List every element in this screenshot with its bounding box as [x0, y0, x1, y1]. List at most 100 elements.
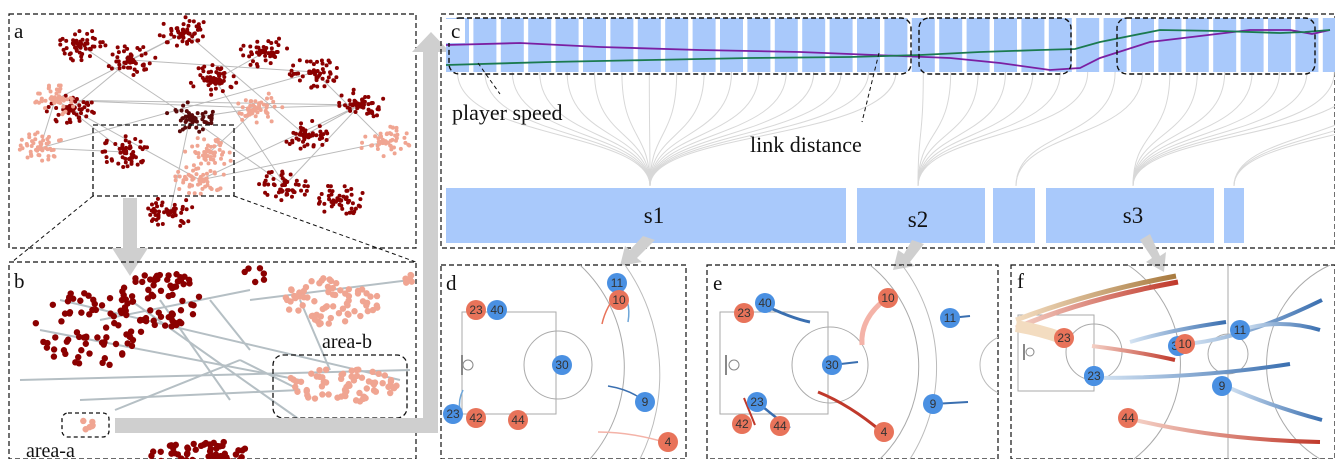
- graph-node: [358, 286, 366, 293]
- graph-node: [257, 52, 262, 57]
- graph-node: [210, 63, 215, 68]
- graph-node: [165, 111, 170, 116]
- graph-node: [202, 439, 210, 447]
- graph-node: [304, 294, 311, 301]
- graph-node: [186, 23, 191, 28]
- frame-link: [484, 71, 651, 187]
- timeline-frame: [1185, 18, 1209, 72]
- frame-link: [917, 71, 924, 187]
- graph-node: [61, 104, 66, 109]
- graph-node: [221, 450, 228, 457]
- graph-node: [179, 297, 186, 305]
- zoom-connector-left: [11, 195, 94, 263]
- graph-node: [195, 136, 200, 141]
- graph-node: [43, 98, 48, 103]
- player-speed-line: [445, 29, 1331, 71]
- graph-node: [165, 292, 172, 300]
- graph-node: [251, 278, 259, 286]
- graph-node: [329, 284, 336, 292]
- timeline-frame: [829, 18, 853, 72]
- graph-node: [123, 156, 128, 161]
- graph-node: [106, 64, 111, 69]
- graph-node: [67, 52, 72, 57]
- graph-node: [195, 143, 200, 148]
- graph-node: [213, 160, 218, 165]
- graph-node: [180, 39, 185, 44]
- graph-node: [324, 137, 329, 142]
- area-b-label: area-b: [322, 331, 372, 353]
- graph-node: [213, 81, 218, 86]
- frame-link: [1015, 71, 1143, 187]
- graph-node: [212, 170, 217, 175]
- panel-c-frame: [440, 13, 1335, 249]
- graph-node: [77, 50, 82, 55]
- graph-node: [38, 145, 43, 150]
- player-number: 9: [642, 395, 649, 409]
- graph-node: [209, 116, 214, 121]
- graph-node: [370, 111, 375, 116]
- frame-link: [1132, 71, 1171, 187]
- graph-node: [360, 97, 365, 102]
- graph-node: [58, 138, 63, 143]
- graph-node: [54, 105, 59, 110]
- graph-node: [302, 184, 307, 189]
- graph-node: [292, 294, 299, 302]
- frame-link: [1132, 71, 1335, 187]
- graph-node: [269, 96, 274, 101]
- graph-node: [52, 154, 57, 159]
- graph-node: [64, 38, 69, 43]
- graph-node: [322, 366, 330, 373]
- frame-link: [649, 71, 897, 187]
- graph-node: [181, 103, 186, 108]
- graph-node: [373, 292, 381, 300]
- graph-node: [178, 319, 185, 327]
- frame-link: [566, 71, 651, 187]
- graph-node: [200, 75, 205, 80]
- graph-node: [359, 395, 367, 403]
- graph-node: [213, 445, 220, 452]
- graph-node: [325, 131, 330, 136]
- graph-node: [358, 197, 363, 202]
- timeline-frame: [528, 18, 552, 72]
- graph-node: [269, 40, 274, 45]
- area-a-label: area-a: [26, 440, 75, 459]
- graph-node: [35, 148, 40, 153]
- graph-node: [40, 158, 45, 163]
- graph-node: [196, 66, 201, 71]
- graph-node: [263, 53, 268, 58]
- graph-node: [303, 386, 310, 394]
- graph-node: [337, 100, 342, 105]
- graph-node: [311, 83, 316, 88]
- graph-node: [184, 198, 189, 203]
- graph-node: [82, 426, 89, 433]
- timeline-frame: [1240, 18, 1264, 72]
- graph-node: [374, 113, 379, 118]
- graph-node: [132, 67, 137, 72]
- graph-node: [363, 302, 370, 309]
- player-number: 9: [1219, 379, 1226, 393]
- graph-node: [248, 62, 253, 67]
- graph-node: [104, 140, 109, 145]
- graph-node: [243, 98, 248, 103]
- graph-node: [208, 168, 213, 173]
- graph-node: [89, 100, 94, 105]
- graph-node: [126, 157, 131, 162]
- graph-node: [345, 297, 352, 304]
- graph-node: [266, 170, 271, 175]
- graph-node: [203, 184, 208, 189]
- timeline-frame: [1021, 18, 1045, 72]
- graph-node: [337, 103, 342, 108]
- graph-node: [72, 359, 79, 366]
- frame-link: [649, 71, 760, 187]
- frame-link: [917, 71, 952, 187]
- frame-link: [511, 71, 651, 187]
- graph-node: [269, 46, 274, 51]
- graph-node: [157, 209, 162, 214]
- graph-node: [129, 298, 136, 305]
- graph-node: [201, 172, 206, 177]
- graph-node: [285, 306, 293, 313]
- graph-node: [37, 100, 42, 105]
- player-marker-red: [466, 408, 486, 428]
- graph-node: [102, 324, 110, 331]
- graph-node: [209, 92, 214, 97]
